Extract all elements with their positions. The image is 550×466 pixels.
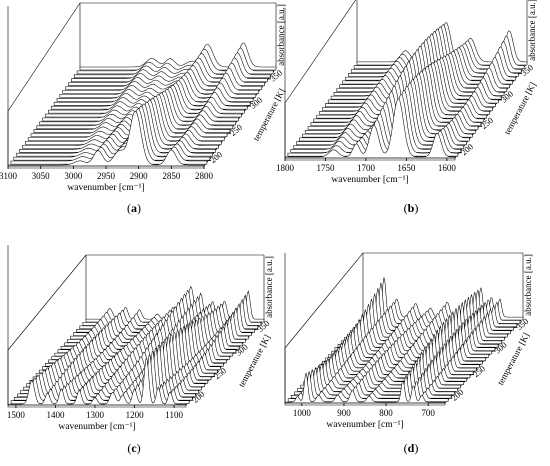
x-tick-label: 1700 [357,163,376,173]
x-tick-label: 1200 [126,410,145,420]
absorbance-axis-label: absorbance [a.u.] [264,256,274,318]
chart-panel-1: 3100 3050 3000 2950 2900 2850 2800 wavenumber [… [0,2,287,215]
spectrum-trace [73,52,271,79]
top-left-edge [7,254,87,351]
top-left-edge [284,0,356,104]
x-tick-label: 700 [421,408,435,418]
x-tick-label: 3100 [0,171,18,181]
spectrum-trace [284,98,456,161]
panel-label: (b) [404,201,419,215]
spectrum-trace [7,358,187,408]
x-tick-label: 1400 [46,410,65,420]
panel-label: (c) [127,441,140,455]
x-tick-label: 2850 [162,171,181,181]
x-axis-label: wavenumber [cm⁻¹] [326,420,403,430]
top-left-edge [7,2,81,112]
spectrum-trace [284,372,446,406]
x-tick-label: 2950 [97,171,116,181]
x-tick-label: 1750 [316,163,335,173]
x-tick-label: 1600 [438,163,457,173]
spectrum-trace [19,101,216,153]
x-tick-label: 3000 [64,171,83,181]
spectrum-trace [22,99,219,149]
spectrum-trace [287,371,449,402]
spectrum-trace [25,97,222,145]
panel-label: (d) [404,441,419,455]
x-tick-label: 900 [337,408,351,418]
x-tick-label: 1000 [293,408,312,418]
absorbance-axis-label: absorbance [a.u.] [276,4,286,66]
absorbance-axis-label: absorbance [a.u.] [523,254,533,316]
x-axis-label: wavenumber [cm⁻¹] [58,422,135,432]
x-tick-label: 1100 [165,410,183,420]
spectrum-trace [27,95,225,141]
spectrum-trace [10,108,208,165]
x-tick-label: 1800 [276,163,295,173]
x-tick-label: 2800 [195,171,214,181]
x-tick-label: 3050 [32,171,51,181]
spectrum-trace [290,368,452,399]
spectrum-trace [76,47,274,75]
spectrum-trace [71,57,268,83]
spectrum-trace [79,42,277,71]
spectrum-trace [65,65,262,90]
x-tick-label: 1300 [86,410,105,420]
spectrum-trace [68,61,265,86]
spectrum-trace [62,68,259,94]
x-tick-label: 1650 [397,163,416,173]
spectrum-trace [13,105,211,161]
spectrum-trace [59,71,257,98]
x-tick-label: 1500 [7,410,26,420]
x-tick-label: 2900 [130,171,149,181]
spectrum-trace [16,103,213,157]
x-tick-label: 800 [379,408,393,418]
spectrum-trace [7,110,205,169]
x-axis-label: wavenumber [cm⁻¹] [67,183,144,193]
top-left-edge [284,252,364,349]
absorbance-axis-label: absorbance [a.u.] [527,0,537,61]
x-axis-label: wavenumber [cm⁻¹] [331,175,408,185]
panel-label: (a) [127,201,141,215]
